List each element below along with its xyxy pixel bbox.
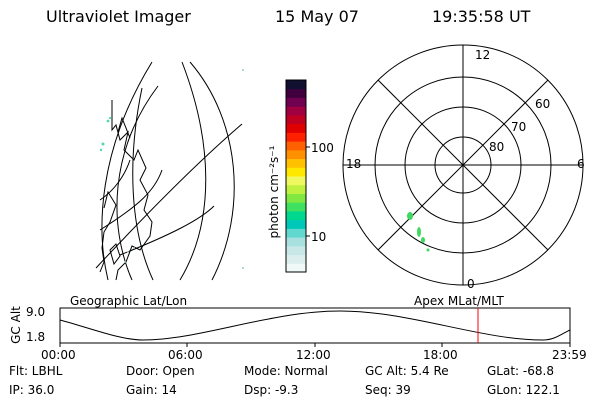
geo-grid-line bbox=[99, 159, 131, 201]
coastline bbox=[117, 116, 131, 139]
timeline-ytick-high: 9.0 bbox=[26, 305, 46, 319]
aurora-spot bbox=[426, 248, 430, 252]
door-readout: Door: Open bbox=[126, 364, 195, 378]
aurora-pixel bbox=[242, 267, 244, 269]
colorbar-swatch bbox=[286, 88, 306, 98]
mlt-axis-diagonal bbox=[377, 79, 549, 251]
aurora-pixel bbox=[101, 142, 105, 146]
geo-grid-line bbox=[132, 87, 154, 281]
aurora-pixel bbox=[127, 251, 129, 253]
timeline-frame bbox=[59, 307, 571, 344]
colorbar-swatch bbox=[286, 80, 306, 90]
coastline bbox=[99, 190, 117, 273]
colorbar-swatch bbox=[286, 106, 306, 116]
polar-panel-label: Apex MLat/MLT bbox=[414, 294, 504, 308]
aurora-pixel bbox=[106, 119, 110, 123]
colorbar-tick-10: 10 bbox=[311, 230, 327, 244]
colorbar-swatch bbox=[286, 219, 306, 229]
gc-alt-readout: GC Alt: 5.4 Re bbox=[365, 364, 449, 378]
colorbar-swatch bbox=[286, 158, 306, 168]
colorbar-swatch bbox=[286, 263, 306, 273]
instrument-title: Ultraviolet Imager bbox=[46, 7, 191, 26]
mlat-label-80: 80 bbox=[489, 140, 505, 154]
aurora-pixel bbox=[133, 247, 135, 249]
aurora-spot bbox=[417, 227, 421, 237]
geo-grid-line bbox=[189, 61, 235, 281]
aurora-pixel bbox=[242, 69, 244, 71]
colorbar-swatch bbox=[286, 245, 306, 256]
glon-readout: GLon: 122.1 bbox=[487, 383, 560, 397]
aurora-pixel bbox=[108, 116, 112, 120]
colorbar-swatch bbox=[286, 254, 306, 264]
geo-grid-line bbox=[99, 169, 163, 231]
glat-readout: GLat: -68.8 bbox=[487, 364, 554, 378]
dsp-readout: Dsp: -9.3 bbox=[244, 383, 299, 397]
mode-readout: Mode: Normal bbox=[244, 364, 328, 378]
date-label: 15 May 07 bbox=[275, 7, 359, 26]
geo-grid-line bbox=[116, 85, 159, 281]
seq-readout: Seq: 39 bbox=[365, 383, 411, 397]
aurora-spot bbox=[421, 237, 425, 243]
mlat-label-70: 70 bbox=[511, 120, 527, 134]
geo-grid-line bbox=[179, 61, 207, 281]
geo-grid-line bbox=[119, 205, 215, 256]
colorbar-tick-100: 100 bbox=[311, 141, 334, 155]
geo-grid-line bbox=[95, 123, 243, 269]
aurora-pixel bbox=[124, 261, 126, 263]
colorbar-swatch bbox=[286, 202, 306, 212]
timeline-xtick-0000: 00:00 bbox=[41, 348, 76, 362]
colorbar-swatch bbox=[286, 167, 306, 177]
altitude-curve bbox=[59, 310, 571, 341]
timeline-ytick-low: 1.8 bbox=[26, 330, 46, 344]
time-label: 19:35:58 UT bbox=[432, 7, 531, 26]
colorbar-swatch bbox=[286, 237, 306, 247]
colorbar-frame bbox=[285, 79, 307, 273]
geo-panel-label: Geographic Lat/Lon bbox=[70, 294, 188, 308]
timeline-xtick-1200: 12:00 bbox=[296, 348, 331, 362]
mlt-label-6: 6 bbox=[577, 157, 585, 171]
colorbar-swatch bbox=[286, 210, 306, 221]
ip-readout: IP: 36.0 bbox=[9, 383, 55, 397]
colorbar-swatch bbox=[286, 97, 306, 107]
aurora-spot bbox=[407, 212, 413, 220]
coastline bbox=[111, 100, 153, 281]
filter-readout: Flt: LBHL bbox=[9, 364, 63, 378]
colorbar-swatch bbox=[286, 114, 306, 125]
colorbar-swatch bbox=[286, 132, 306, 142]
colorbar-swatch bbox=[286, 228, 306, 238]
colorbar-swatch bbox=[286, 123, 306, 133]
mlt-label-12: 12 bbox=[475, 48, 491, 62]
mlt-label-18: 18 bbox=[346, 157, 362, 171]
timeline-axis-label: GC Alt bbox=[9, 306, 23, 344]
mlt-label-0: 0 bbox=[467, 277, 475, 291]
colorbar-swatch bbox=[286, 141, 306, 151]
timeline-xtick-2359: 23:59 bbox=[552, 348, 587, 362]
timeline-xtick-1800: 18:00 bbox=[423, 348, 458, 362]
colorbar-swatch bbox=[286, 176, 306, 186]
colorbar-swatch bbox=[286, 149, 306, 160]
timeline-xtick-0600: 06:00 bbox=[168, 348, 203, 362]
mlat-label-60: 60 bbox=[535, 97, 551, 111]
colorbar-swatch bbox=[286, 193, 306, 203]
aurora-pixel bbox=[99, 148, 103, 152]
coastline bbox=[109, 243, 121, 266]
gain-readout: Gain: 14 bbox=[126, 383, 177, 397]
colorbar-swatch bbox=[286, 184, 306, 194]
